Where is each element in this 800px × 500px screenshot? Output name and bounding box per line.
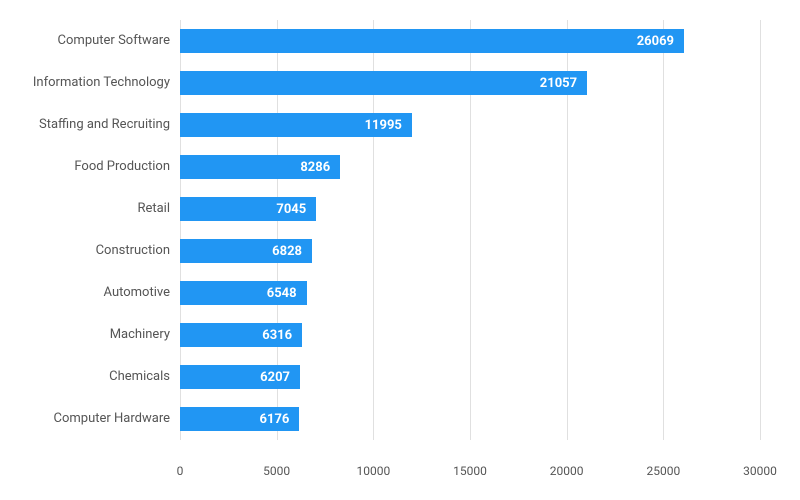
bar: 6176 [180,407,299,431]
bar: 8286 [180,155,340,179]
bar-value-label: 6207 [260,370,290,385]
x-tick-label: 10000 [356,464,390,478]
category-label: Machinery [110,314,170,356]
category-label: Computer Software [58,20,170,62]
x-tick-label: 30000 [743,464,777,478]
category-label: Staffing and Recruiting [39,104,170,146]
gridline [760,20,761,440]
bar-value-label: 8286 [300,160,330,175]
bar: 6207 [180,365,300,389]
bar-value-label: 11995 [365,118,402,133]
bar: 7045 [180,197,316,221]
x-tick-label: 15000 [453,464,487,478]
category-label: Construction [96,230,170,272]
gridline [663,20,664,440]
bar-value-label: 6176 [260,412,290,427]
bar: 11995 [180,113,412,137]
bar-value-label: 6828 [272,244,302,259]
category-label: Chemicals [109,356,170,398]
category-label: Retail [137,188,170,230]
x-tick-label: 25000 [646,464,680,478]
x-axis: 050001000015000200002500030000 [180,464,760,484]
bar: 26069 [180,29,684,53]
plot-area: Computer Software26069Information Techno… [180,20,760,440]
x-tick-label: 0 [177,464,184,478]
bar: 6828 [180,239,312,263]
bar-value-label: 26069 [637,34,674,49]
bar-value-label: 6548 [267,286,297,301]
category-label: Food Production [74,146,170,188]
category-label: Automotive [104,272,170,314]
bar: 6548 [180,281,307,305]
bar-value-label: 21057 [540,76,577,91]
bar: 21057 [180,71,587,95]
x-tick-label: 5000 [263,464,290,478]
x-tick-label: 20000 [550,464,584,478]
bar: 6316 [180,323,302,347]
horizontal-bar-chart: Computer Software 26069 Information Techno… [0,0,800,500]
category-label: Computer Hardware [54,398,171,440]
bar-value-label: 7045 [276,202,306,217]
bar-value-label: 6316 [262,328,292,343]
category-label: Information Technology [33,62,170,104]
